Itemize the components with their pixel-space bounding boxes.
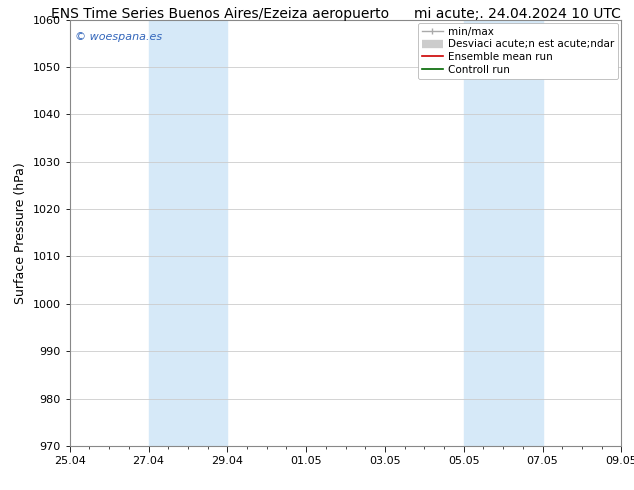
Text: © woespana.es: © woespana.es <box>75 32 162 43</box>
Legend: min/max, Desviaci acute;n est acute;ndar, Ensemble mean run, Controll run: min/max, Desviaci acute;n est acute;ndar… <box>418 23 618 79</box>
Bar <box>463 20 543 446</box>
Bar <box>148 20 228 446</box>
Y-axis label: Surface Pressure (hPa): Surface Pressure (hPa) <box>14 162 27 304</box>
Text: mi acute;. 24.04.2024 10 UTC: mi acute;. 24.04.2024 10 UTC <box>415 7 621 22</box>
Text: ENS Time Series Buenos Aires/Ezeiza aeropuerto: ENS Time Series Buenos Aires/Ezeiza aero… <box>51 7 389 22</box>
